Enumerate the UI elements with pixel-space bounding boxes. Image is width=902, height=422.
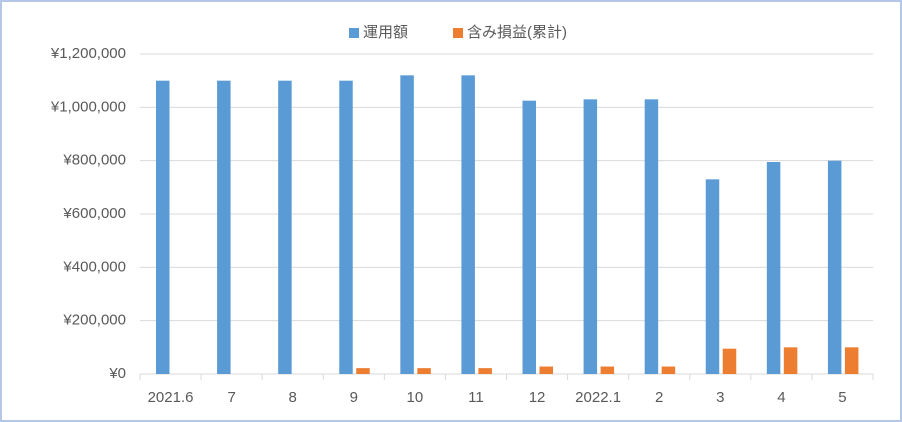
- bar: [356, 368, 370, 374]
- y-tick-label: ¥600,000: [62, 205, 126, 222]
- bar: [783, 347, 798, 374]
- bar: [722, 348, 737, 374]
- y-tick-label: ¥800,000: [62, 152, 126, 169]
- bar: [661, 366, 676, 374]
- bar: [478, 368, 492, 374]
- y-tick-label: ¥200,000: [62, 312, 126, 329]
- x-tick-label: 8: [289, 389, 297, 406]
- legend-label: 含み損益(累計): [467, 24, 567, 41]
- y-tick-label: ¥1,200,000: [50, 45, 126, 62]
- bar: [339, 80, 353, 375]
- y-tick-label: ¥400,000: [62, 258, 126, 275]
- bar: [766, 162, 781, 374]
- bar: [705, 179, 720, 374]
- bar: [827, 160, 842, 374]
- x-tick-label: 5: [838, 389, 846, 406]
- x-tick-label: 2021.6: [148, 389, 194, 406]
- legend-label: 運用額: [363, 24, 408, 41]
- bar: [583, 99, 598, 374]
- y-tick-label: ¥0: [108, 365, 126, 382]
- x-tick-label: 11: [468, 389, 484, 406]
- bar: [400, 75, 414, 374]
- bar: [461, 75, 475, 374]
- x-tick-label: 2022.1: [575, 389, 621, 406]
- bar: [522, 100, 536, 375]
- x-tick-label: 2: [655, 389, 663, 406]
- bar: [156, 80, 170, 375]
- bar: [278, 80, 292, 375]
- bar: [844, 347, 859, 374]
- bar: [217, 80, 231, 375]
- legend-swatch: [349, 28, 359, 38]
- bar: [539, 366, 553, 374]
- legend-swatch: [453, 28, 463, 38]
- x-tick-label: 10: [407, 389, 424, 406]
- x-tick-label: 4: [777, 389, 785, 406]
- x-tick-label: 7: [227, 389, 235, 406]
- bar: [600, 366, 615, 374]
- y-tick-label: ¥1,000,000: [50, 98, 126, 115]
- x-tick-label: 3: [716, 389, 724, 406]
- bar: [417, 368, 431, 374]
- bar: [644, 99, 659, 374]
- x-tick-label: 9: [350, 389, 358, 406]
- x-tick-label: 12: [529, 389, 546, 406]
